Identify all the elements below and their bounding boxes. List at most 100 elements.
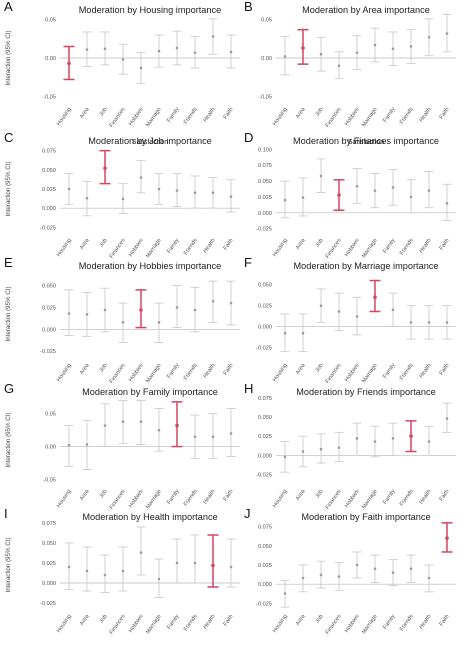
y-tick-label: 0.00 — [45, 445, 56, 451]
estimate-point — [391, 308, 395, 312]
estimate-point — [103, 47, 107, 51]
estimate-point — [229, 432, 233, 435]
y-tick-label: 0.075 — [258, 525, 272, 531]
x-tick-label: Area — [79, 362, 91, 376]
y-tick-label: 0.025 — [258, 434, 272, 440]
estimate-point — [283, 592, 287, 595]
estimate-point — [121, 569, 125, 573]
estimate-point — [157, 577, 161, 581]
x-tick-label: Family — [382, 363, 396, 380]
estimate-point — [427, 576, 431, 580]
x-tick-label: Family — [166, 614, 180, 631]
y-tick-label: -0.025 — [256, 345, 272, 351]
estimate-point — [211, 191, 215, 195]
panel-title: Moderation by Finances importance — [293, 136, 439, 146]
x-tick-label: Marriage — [361, 107, 379, 129]
x-tick-label: Job — [99, 614, 109, 625]
estimate-point — [67, 187, 71, 191]
x-tick-label: Finances — [325, 107, 343, 129]
x-tick-label: Health — [202, 107, 216, 124]
y-tick-label: -0.025 — [40, 601, 56, 607]
x-tick-label: Marriage — [145, 238, 163, 260]
y-tick-label: 0.050 — [258, 415, 272, 421]
estimate-point — [175, 46, 179, 50]
panel-letter: A — [4, 0, 13, 14]
y-tick-label: -0.05 — [259, 94, 272, 100]
x-tick-label: Faith — [439, 489, 451, 503]
panel-d: D Moderation by Finances importance -0.025… — [244, 130, 456, 260]
estimate-point — [283, 455, 287, 459]
x-tick-label: Health — [418, 363, 432, 380]
panel-letter: I — [4, 506, 8, 521]
x-tick-label: Health — [418, 614, 432, 631]
estimate-point — [193, 435, 197, 439]
y-tick-label: -0.025 — [256, 227, 272, 233]
x-tick-label: Faith — [223, 238, 235, 252]
x-tick-label: Family — [166, 107, 180, 124]
estimate-point — [157, 187, 161, 191]
y-tick-label: 0.050 — [258, 179, 272, 185]
panel-i: I Moderation by Health importance -0.025 0.… — [4, 506, 240, 636]
estimate-point — [193, 308, 197, 312]
estimate-point — [301, 331, 305, 335]
panel-title: Moderation by Family importance — [82, 387, 218, 397]
x-tick-label: Friends — [399, 363, 415, 382]
estimate-point — [283, 198, 287, 202]
y-tick-label: 0.075 — [258, 163, 272, 169]
estimate-point — [337, 575, 341, 578]
estimate-point — [229, 50, 233, 54]
estimate-point — [355, 437, 359, 440]
panel-j: J Moderation by Faith importance -0.025 0.0… — [244, 506, 456, 636]
estimate-point — [319, 447, 323, 451]
x-tick-label: Faith — [223, 614, 235, 628]
x-tick-label: Marriage — [361, 363, 379, 385]
x-tick-label: Marriage — [361, 238, 379, 260]
estimate-point — [175, 189, 179, 192]
estimate-point — [301, 450, 305, 453]
estimate-point — [445, 32, 449, 35]
x-tick-label: Marriage — [145, 489, 163, 511]
y-axis-label: Interaction (95% CI) — [5, 412, 12, 467]
estimate-point — [373, 43, 377, 47]
x-tick-label: Job — [315, 363, 325, 374]
x-tick-label: Finances — [325, 363, 343, 385]
x-tick-label: Hobbies — [128, 614, 145, 634]
y-tick-label: 0.000 — [258, 211, 272, 217]
estimate-point — [229, 195, 233, 198]
estimate-point — [229, 301, 233, 305]
estimate-point — [445, 321, 449, 324]
x-tick-label: Friends — [399, 107, 415, 126]
y-tick-label: 0.025 — [258, 563, 272, 569]
x-tick-label: Job — [99, 107, 109, 118]
x-tick-label: Marriage — [361, 614, 379, 636]
estimate-point — [193, 561, 197, 565]
estimate-point — [157, 321, 161, 324]
y-tick-label: 0.025 — [42, 305, 56, 311]
x-tick-label: Family — [382, 489, 396, 506]
panel-letter: E — [4, 255, 13, 270]
x-tick-label: Health — [202, 363, 216, 380]
y-tick-label: 0.000 — [42, 327, 56, 333]
x-tick-label: Area — [295, 613, 307, 627]
panel-title: Moderation by Housing importance — [79, 5, 221, 15]
x-tick-label: Job — [315, 614, 325, 625]
estimate-point — [319, 573, 323, 577]
estimate-point — [373, 440, 377, 443]
x-tick-label: Hobbies — [344, 238, 361, 258]
estimate-point — [409, 195, 413, 199]
estimate-point — [157, 49, 161, 53]
x-tick-label: Marriage — [145, 107, 163, 129]
panel-title: Moderation by Hobbies importance — [79, 261, 221, 271]
x-tick-label: Housing — [56, 238, 73, 258]
y-tick-label: 0.050 — [42, 168, 56, 174]
estimate-point — [103, 308, 107, 312]
x-tick-label: Housing — [56, 107, 73, 127]
x-tick-label: Finances — [109, 107, 127, 129]
y-tick-label: 0.05 — [45, 412, 56, 418]
y-tick-label: 0.100 — [258, 147, 272, 153]
x-tick-label: Family — [382, 238, 396, 255]
estimate-point — [121, 321, 125, 324]
x-tick-label: Hobbies — [128, 107, 145, 127]
y-tick-label: 0.075 — [258, 396, 272, 402]
